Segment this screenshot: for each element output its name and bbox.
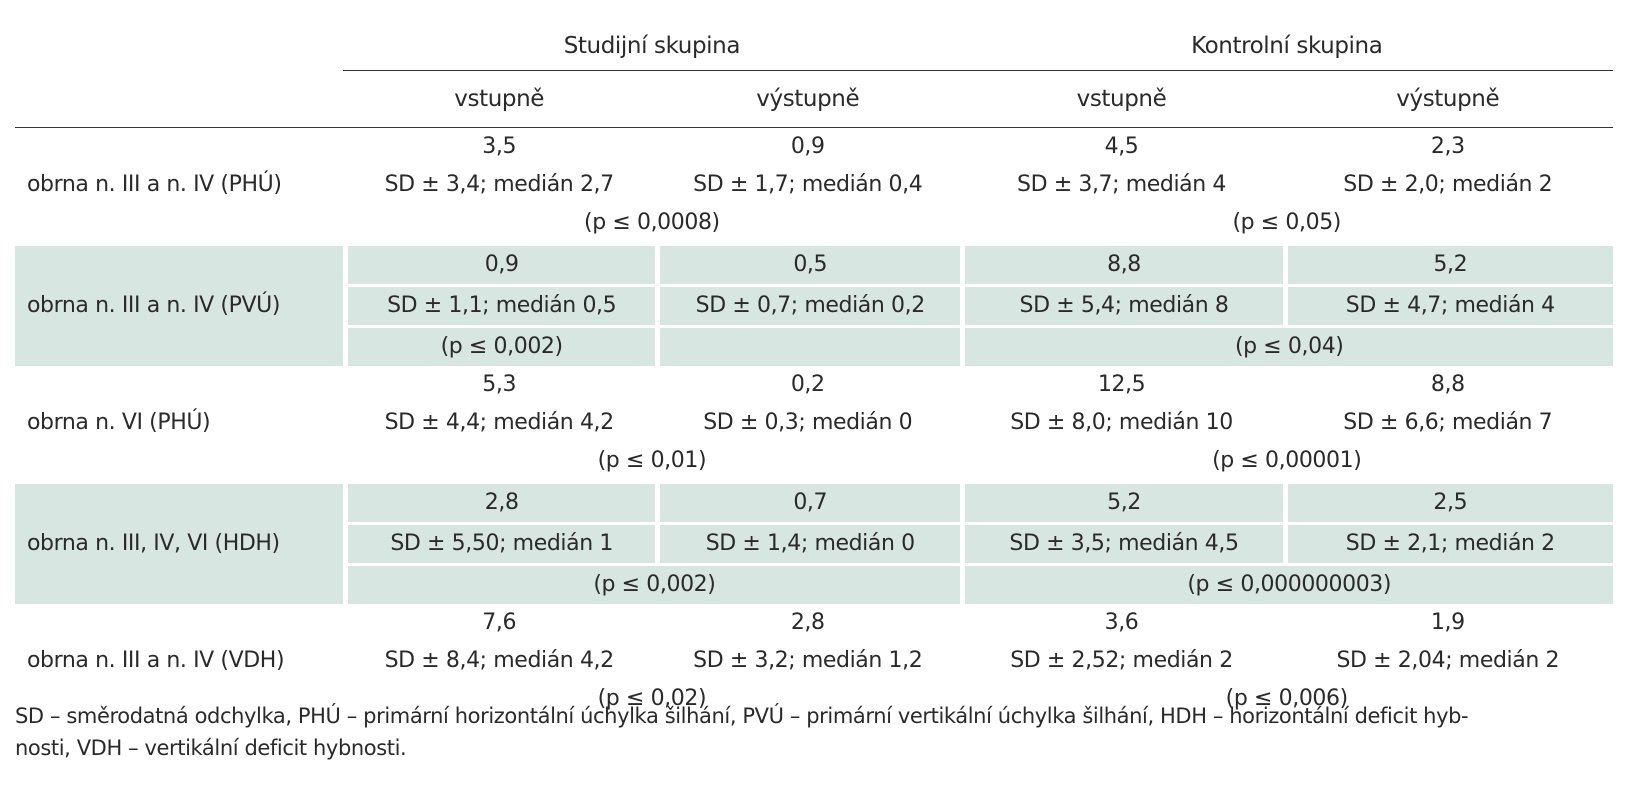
cell-value: 2,8 bbox=[790, 610, 825, 635]
cell-sd: SD ± 5,50; medián 1 bbox=[343, 522, 655, 563]
cell-value: 2,3 bbox=[1430, 134, 1465, 159]
cell-p-value: (p ≤ 0,000000003) bbox=[960, 563, 1613, 604]
cell-value: 3,6 bbox=[1104, 610, 1139, 635]
cell-value: 1,9 bbox=[1430, 610, 1465, 635]
cell-sd: SD ± 8,4; medián 4,2 bbox=[384, 648, 615, 673]
cell-sd: SD ± 8,0; medián 10 bbox=[1010, 410, 1233, 435]
table-row: obrna n. VI (PHÚ) 5,3 0,2 12,5 8,8 bbox=[15, 366, 1613, 435]
header-control-out: výstupně bbox=[1282, 71, 1613, 128]
cell-sd: SD ± 4,4; medián 4,2 bbox=[384, 410, 615, 435]
cell-sd: SD ± 0,3; medián 0 bbox=[703, 410, 913, 435]
cell-p-value: (p ≤ 0,0008) bbox=[584, 210, 720, 235]
cell-sd: SD ± 2,1; medián 2 bbox=[1282, 522, 1613, 563]
cell-empty bbox=[655, 325, 961, 366]
cell-sd: SD ± 1,1; medián 0,5 bbox=[343, 284, 655, 325]
cell-value: 5,2 bbox=[1282, 242, 1613, 284]
cell-p-value: (p ≤ 0,002) bbox=[343, 325, 655, 366]
cell-sd: SD ± 3,7; medián 4 bbox=[1017, 172, 1226, 197]
header-study-group: Studijní skupina bbox=[343, 22, 961, 71]
cell-sd: SD ± 0,7; medián 0,2 bbox=[655, 284, 961, 325]
table-row: SD ± 8,4; medián 4,2 SD ± 3,2; medián 1,… bbox=[15, 642, 1613, 680]
header-study-out: výstupně bbox=[655, 71, 961, 128]
cell-sd: SD ± 4,7; medián 4 bbox=[1282, 284, 1613, 325]
header-empty-cell bbox=[15, 22, 343, 71]
cell-value: 5,2 bbox=[960, 480, 1283, 522]
cell-value: 8,8 bbox=[960, 242, 1283, 284]
header-control-group: Kontrolní skupina bbox=[960, 22, 1613, 71]
header-study-in: vstupně bbox=[343, 71, 655, 128]
cell-value: 2,8 bbox=[343, 480, 655, 522]
table-footnote: SD – směrodatná odchylka, PHÚ – primární… bbox=[15, 700, 1611, 764]
cell-sd: SD ± 6,6; medián 7 bbox=[1343, 410, 1553, 435]
cell-value: 4,5 bbox=[1104, 134, 1139, 159]
cell-value: 8,8 bbox=[1430, 372, 1465, 397]
table-row: SD ± 4,4; medián 4,2 SD ± 0,3; medián 0 … bbox=[15, 404, 1613, 442]
cell-p-value: (p ≤ 0,00001) bbox=[1212, 448, 1362, 473]
table-row: SD ± 5,50; medián 1 SD ± 1,4; medián 0 S… bbox=[15, 522, 1613, 563]
cell-p-value: (p ≤ 0,01) bbox=[597, 448, 707, 473]
table-row: (p ≤ 0,02) (p ≤ 0,006) bbox=[15, 680, 1613, 718]
results-table-container: Studijní skupina Kontrolní skupina vstup… bbox=[15, 22, 1613, 718]
table-row: SD ± 3,4; medián 2,7 SD ± 1,7; medián 0,… bbox=[15, 166, 1613, 204]
cell-p-value: (p ≤ 0,02) bbox=[597, 686, 707, 711]
cell-value: 0,9 bbox=[343, 242, 655, 284]
table-row: (p ≤ 0,002) (p ≤ 0,04) bbox=[15, 325, 1613, 366]
cell-sd: SD ± 2,52; medián 2 bbox=[1010, 648, 1233, 673]
cell-value: 5,3 bbox=[482, 372, 517, 397]
cell-sd: SD ± 3,2; medián 1,2 bbox=[693, 648, 923, 673]
footnote-line-2: nosti, VDH – vertikální deficit hybnosti… bbox=[15, 736, 407, 760]
cell-sd: SD ± 1,7; medián 0,4 bbox=[693, 172, 923, 197]
cell-sd: SD ± 2,04; medián 2 bbox=[1336, 648, 1560, 673]
row-label: obrna n. III a n. IV (VDH) bbox=[27, 648, 285, 673]
table-row: obrna n. III a n. IV (VDH) 7,6 2,8 3,6 1… bbox=[15, 604, 1613, 673]
sub-header-empty-cell bbox=[15, 71, 344, 128]
cell-value: 0,9 bbox=[790, 134, 825, 159]
row-label: obrna n. III a n. IV (PHÚ) bbox=[27, 172, 282, 197]
table-row: (p ≤ 0,002) (p ≤ 0,000000003) bbox=[15, 563, 1613, 604]
cell-sd: SD ± 3,4; medián 2,7 bbox=[384, 172, 615, 197]
table-row: (p ≤ 0,0008) (p ≤ 0,05) bbox=[15, 204, 1613, 242]
cell-p-value: (p ≤ 0,006) bbox=[1225, 686, 1349, 711]
cell-value: 0,5 bbox=[655, 242, 961, 284]
results-table: Studijní skupina Kontrolní skupina vstup… bbox=[15, 22, 1613, 718]
table-row: obrna n. III a n. IV (PHÚ) 3,5 0,9 4,5 2… bbox=[15, 128, 1613, 197]
sub-header-row: vstupně výstupně vstupně výstupně bbox=[15, 71, 1613, 128]
header-control-in: vstupně bbox=[960, 71, 1283, 128]
table-row: obrna n. III, IV, VI (HDH) 2,8 0,7 5,2 2… bbox=[15, 480, 1613, 604]
row-label: obrna n. VI (PHÚ) bbox=[27, 410, 211, 435]
table-row: (p ≤ 0,01) (p ≤ 0,00001) bbox=[15, 442, 1613, 480]
cell-p-value: (p ≤ 0,05) bbox=[1232, 210, 1341, 235]
cell-value: 0,7 bbox=[655, 480, 961, 522]
cell-value: 2,5 bbox=[1282, 480, 1613, 522]
cell-value: 0,2 bbox=[790, 372, 825, 397]
table-row: SD ± 1,1; medián 0,5 SD ± 0,7; medián 0,… bbox=[15, 284, 1613, 325]
cell-sd: SD ± 5,4; medián 8 bbox=[960, 284, 1283, 325]
cell-sd: SD ± 1,4; medián 0 bbox=[655, 522, 961, 563]
cell-p-value: (p ≤ 0,04) bbox=[960, 325, 1613, 366]
table-row: obrna n. III a n. IV (PVÚ) 0,9 0,5 8,8 5… bbox=[15, 242, 1613, 366]
row-label: obrna n. III a n. IV (PVÚ) bbox=[15, 242, 344, 366]
cell-value: 7,6 bbox=[482, 610, 517, 635]
cell-p-value: (p ≤ 0,002) bbox=[343, 563, 961, 604]
footnote-line-1: SD – směrodatná odchylka, PHÚ – primární… bbox=[15, 704, 1469, 728]
cell-value: 3,5 bbox=[482, 134, 517, 159]
group-header-row: Studijní skupina Kontrolní skupina bbox=[15, 22, 1613, 71]
cell-value: 12,5 bbox=[1097, 372, 1146, 397]
cell-sd: SD ± 3,5; medián 4,5 bbox=[960, 522, 1283, 563]
row-label: obrna n. III, IV, VI (HDH) bbox=[15, 480, 344, 604]
cell-sd: SD ± 2,0; medián 2 bbox=[1343, 172, 1553, 197]
